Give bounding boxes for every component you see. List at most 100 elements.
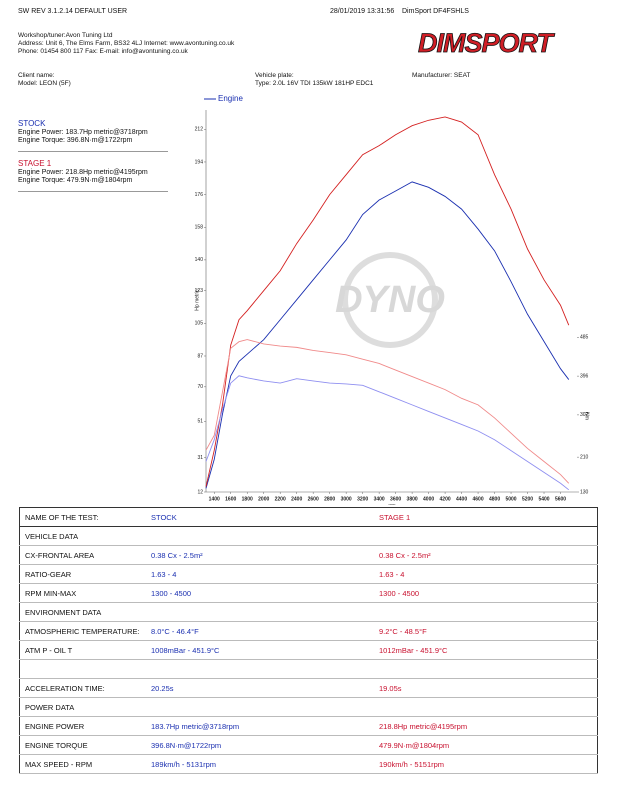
- table-cell: 8.0°C - 46.4°F: [146, 621, 374, 641]
- workshop-line: Phone: 01454 800 117 Fax: E-mail: info@a…: [18, 48, 188, 55]
- x-axis-label: rpm: [389, 502, 397, 505]
- table-row: POWER DATA: [19, 697, 598, 717]
- x-tick-label: 4200: [440, 496, 451, 502]
- table-cell: RATIO-GEAR: [19, 564, 146, 584]
- summary-torque: Engine Torque: 396.8N·m@1722rpm: [18, 137, 133, 144]
- section-title: ENVIRONMENT DATA: [19, 602, 598, 622]
- table-cell: MAX SPEED - RPM: [19, 754, 146, 774]
- table-cell: RPM MIN-MAX: [19, 583, 146, 603]
- x-tick-label: 3000: [341, 496, 352, 502]
- y-tick-label: 12: [197, 489, 203, 495]
- series-line: [205, 181, 570, 489]
- table-cell: 0.38 Cx - 2.5m²: [146, 545, 374, 565]
- table-cell: 0.38 Cx - 2.5m²: [374, 545, 598, 565]
- x-tick-label: 4800: [489, 496, 500, 502]
- manufacturer: Manufacturer: SEAT: [412, 72, 471, 79]
- x-tick-label: 5600: [555, 496, 566, 502]
- table-cell: 479.9N·m@1804rpm: [374, 735, 598, 755]
- y-tick-label: 123: [195, 288, 204, 294]
- separator: [18, 191, 168, 192]
- y-tick-label: 140: [195, 257, 204, 263]
- x-tick-label: 3200: [357, 496, 368, 502]
- y-axis-label: Hp metric: [194, 289, 200, 311]
- y-tick-label: 158: [195, 225, 204, 231]
- x-tick-label: 5200: [522, 496, 533, 502]
- table-row: ACCELERATION TIME: 20.25s 19.05s: [19, 678, 598, 698]
- y-tick-label: 212: [195, 127, 204, 133]
- table-row: ENGINE POWER 183.7Hp metric@3718rpm 218.8H…: [19, 716, 598, 736]
- y2-axis-label: Nm: [584, 412, 590, 420]
- y-tick-label: 70: [197, 384, 203, 390]
- y2-tick-label: 307: [580, 412, 589, 418]
- table-row: ATMOSPHERIC TEMPERATURE: 8.0°C - 46.4°F 9.…: [19, 621, 598, 641]
- table-row: ENGINE TORQUE 396.8N·m@1722rpm 479.9N·m@18…: [19, 735, 598, 755]
- x-tick-label: 5000: [505, 496, 516, 502]
- summary-power: Engine Power: 183.7Hp metric@3718rpm: [18, 129, 148, 136]
- summary-torque: Engine Torque: 479.9N·m@1804rpm: [18, 177, 133, 184]
- series-line: [205, 116, 570, 487]
- table-cell: CX-FRONTAL AREA: [19, 545, 146, 565]
- x-tick-label: 1400: [209, 496, 220, 502]
- table-row: NAME OF THE TEST: STOCK STAGE 1: [19, 507, 598, 527]
- series-line: [205, 339, 570, 484]
- x-tick-label: 5400: [538, 496, 549, 502]
- section-title: POWER DATA: [19, 697, 598, 717]
- table-cell: 20.25s: [146, 678, 374, 698]
- table-row: ENVIRONMENT DATA: [19, 602, 598, 622]
- model: Model: LEON (5F): [18, 80, 71, 87]
- x-tick-label: 3800: [407, 496, 418, 502]
- x-tick-label: 2000: [258, 496, 269, 502]
- table-row: CX-FRONTAL AREA 0.38 Cx - 2.5m² 0.38 Cx - …: [19, 545, 598, 565]
- table-cell: 189km/h - 5131rpm: [146, 754, 374, 774]
- x-tick-label: 2200: [275, 496, 286, 502]
- table-cell: ATM P - OIL T: [19, 640, 146, 660]
- table-cell: 1012mBar - 451.9°C: [374, 640, 598, 660]
- table-cell: ENGINE POWER: [19, 716, 146, 736]
- workshop-line: Address: Unit 6, The Elms Farm, BS32 4LJ…: [18, 40, 235, 47]
- x-tick-label: 1600: [225, 496, 236, 502]
- summary-title: STAGE 1: [18, 159, 52, 168]
- y-tick-label: 194: [195, 159, 204, 165]
- table-row: RATIO-GEAR 1.63 - 4 1.63 - 4: [19, 564, 598, 584]
- client: Client name:: [18, 72, 55, 79]
- logo: DIMSPORT: [418, 28, 554, 59]
- x-tick-label: 2800: [324, 496, 335, 502]
- device: DimSport DF4FSHLS: [402, 8, 469, 15]
- table-cell: STAGE 1: [374, 507, 598, 527]
- x-tick-label: 2600: [308, 496, 319, 502]
- watermark: DYNO: [335, 279, 445, 321]
- software: SW REV 3.1.2.14 DEFAULT USER: [18, 8, 128, 15]
- x-tick-label: 4400: [456, 496, 467, 502]
- series-line: [205, 375, 570, 491]
- table-cell: 1.63 - 4: [146, 564, 374, 584]
- table-cell: 1300 - 4500: [374, 583, 598, 603]
- x-tick-label: 4600: [473, 496, 484, 502]
- y-tick-label: 105: [195, 321, 204, 327]
- x-tick-label: 3400: [374, 496, 385, 502]
- datetime: 28/01/2019 13:31:56: [330, 8, 395, 15]
- table-cell: ATMOSPHERIC TEMPERATURE:: [19, 621, 146, 641]
- separator: [18, 151, 168, 152]
- table-row: MAX SPEED - RPM 189km/h - 5131rpm 190km/h …: [19, 754, 598, 774]
- table-cell: 183.7Hp metric@3718rpm: [146, 716, 374, 736]
- x-tick-label: 2400: [291, 496, 302, 502]
- table-cell: 19.05s: [374, 678, 598, 698]
- type: Type: 2.0L 16V TDI 135kW 181HP EDC1: [255, 80, 374, 87]
- table-cell: 396.8N·m@1722rpm: [146, 735, 374, 755]
- table-row: RPM MIN-MAX 1300 - 4500 1300 - 4500: [19, 583, 598, 603]
- table-row: [19, 659, 598, 679]
- workshop-line: Workshop/tuner:Avon Tuning Ltd: [18, 32, 113, 39]
- y2-tick-label: 396: [580, 373, 589, 379]
- y2-tick-label: 130: [580, 489, 589, 495]
- table-row: VEHICLE DATA: [19, 526, 598, 546]
- summary-title: STOCK: [18, 119, 46, 128]
- results-table: NAME OF THE TEST: STOCK STAGE 1 VEHICLE DAT…: [19, 507, 598, 774]
- y2-tick-label: 210: [580, 454, 589, 460]
- table-cell: 9.2°C - 48.5°F: [374, 621, 598, 641]
- table-row: ATM P - OIL T 1008mBar - 451.9°C 1012mBar …: [19, 640, 598, 660]
- table-cell: ACCELERATION TIME:: [19, 678, 146, 698]
- x-tick-label: 4000: [423, 496, 434, 502]
- table-cell: 1300 - 4500: [146, 583, 374, 603]
- table-cell: STOCK: [146, 507, 374, 527]
